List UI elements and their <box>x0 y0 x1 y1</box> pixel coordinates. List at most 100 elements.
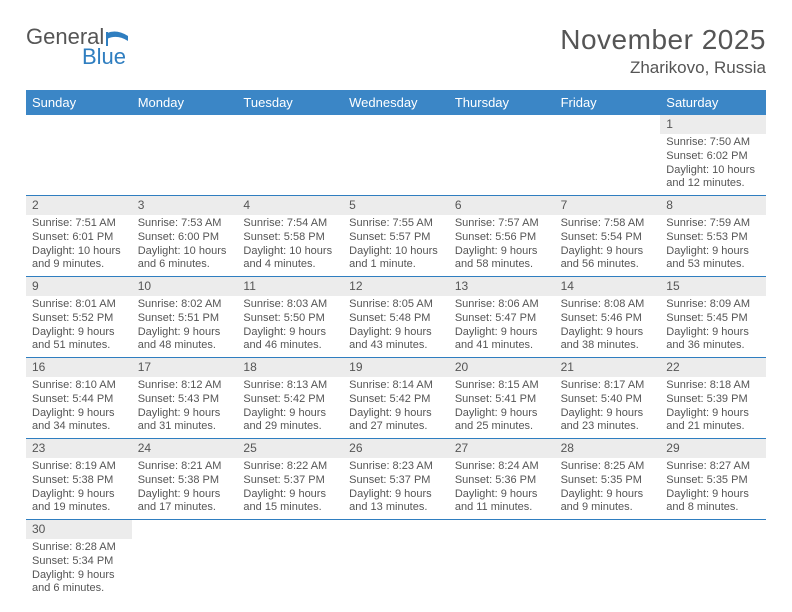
day-number: 28 <box>555 439 661 458</box>
sunset-text: Sunset: 5:50 PM <box>243 312 337 326</box>
calendar: SundayMondayTuesdayWednesdayThursdayFrid… <box>26 90 766 600</box>
sunrise-text: Sunrise: 8:21 AM <box>138 460 232 474</box>
daylight-text: Daylight: 9 hours and 19 minutes. <box>32 488 126 516</box>
daylight-text: Daylight: 9 hours and 56 minutes. <box>561 245 655 273</box>
sunrise-text: Sunrise: 8:28 AM <box>32 541 126 555</box>
calendar-day: 29 Sunrise: 8:27 AMSunset: 5:35 PMDayligh… <box>660 439 766 519</box>
sunrise-text: Sunrise: 7:58 AM <box>561 217 655 231</box>
sunset-text: Sunset: 5:35 PM <box>666 474 760 488</box>
day-header: Friday <box>555 90 661 115</box>
calendar-day: 17Sunrise: 8:12 AMSunset: 5:43 PMDayligh… <box>132 358 238 438</box>
sunrise-text: Sunrise: 7:57 AM <box>455 217 549 231</box>
calendar-day: 24Sunrise: 8:21 AMSunset: 5:38 PMDayligh… <box>132 439 238 519</box>
day-number: 18 <box>237 358 343 377</box>
calendar-day: 15Sunrise: 8:09 AMSunset: 5:45 PMDayligh… <box>660 277 766 357</box>
sunrise-text: Sunrise: 7:54 AM <box>243 217 337 231</box>
sunrise-text: Sunrise: 8:01 AM <box>32 298 126 312</box>
daylight-text: Daylight: 9 hours and 41 minutes. <box>455 326 549 354</box>
day-number: 4 <box>237 196 343 215</box>
day-number: 29 <box>660 439 766 458</box>
day-number: 13 <box>449 277 555 296</box>
daylight-text: Daylight: 9 hours and 36 minutes. <box>666 326 760 354</box>
daylight-text: Daylight: 10 hours and 6 minutes. <box>138 245 232 273</box>
day-header: Thursday <box>449 90 555 115</box>
sunrise-text: Sunrise: 8:06 AM <box>455 298 549 312</box>
sunset-text: Sunset: 5:58 PM <box>243 231 337 245</box>
daylight-text: Daylight: 9 hours and 17 minutes. <box>138 488 232 516</box>
day-number: 27 <box>449 439 555 458</box>
sunset-text: Sunset: 5:34 PM <box>32 555 126 569</box>
day-header: Saturday <box>660 90 766 115</box>
sunset-text: Sunset: 5:46 PM <box>561 312 655 326</box>
sunrise-text: Sunrise: 8:05 AM <box>349 298 443 312</box>
calendar-day: 8Sunrise: 7:59 AMSunset: 5:53 PMDaylight… <box>660 196 766 276</box>
sunrise-text: Sunrise: 8:24 AM <box>455 460 549 474</box>
day-number: 9 <box>26 277 132 296</box>
day-number: 8 <box>660 196 766 215</box>
calendar-day: 30Sunrise: 8:28 AMSunset: 5:34 PMDayligh… <box>26 520 132 600</box>
sunrise-text: Sunrise: 8:23 AM <box>349 460 443 474</box>
sunrise-text: Sunrise: 8:02 AM <box>138 298 232 312</box>
daylight-text: Daylight: 9 hours and 46 minutes. <box>243 326 337 354</box>
sunset-text: Sunset: 5:38 PM <box>138 474 232 488</box>
calendar-week: 23Sunrise: 8:19 AMSunset: 5:38 PMDayligh… <box>26 439 766 520</box>
calendar-week: 9 Sunrise: 8:01 AMSunset: 5:52 PM Daylight… <box>26 277 766 358</box>
sunset-text: Sunset: 5:38 PM <box>32 474 126 488</box>
calendar-day: 21Sunrise: 8:17 AMSunset: 5:40 PMDayligh… <box>555 358 661 438</box>
calendar-empty <box>343 115 449 195</box>
sunset-text: Sunset: 5:36 PM <box>455 474 549 488</box>
calendar-empty <box>237 115 343 195</box>
calendar-day: 25Sunrise: 8:22 AMSunset: 5:37 PMDayligh… <box>237 439 343 519</box>
calendar-day: 27 Sunrise: 8:24 AMSunset: 5:36 PMDayligh… <box>449 439 555 519</box>
calendar-empty <box>555 115 661 195</box>
sunrise-text: Sunrise: 8:14 AM <box>349 379 443 393</box>
calendar-day: 7Sunrise: 7:58 AMSunset: 5:54 PMDaylight… <box>555 196 661 276</box>
calendar-empty <box>449 520 555 600</box>
sunset-text: Sunset: 5:48 PM <box>349 312 443 326</box>
page-title: November 2025 <box>560 24 766 56</box>
daylight-text: Daylight: 9 hours and 15 minutes. <box>243 488 337 516</box>
calendar-day: 18Sunrise: 8:13 AMSunset: 5:42 PMDayligh… <box>237 358 343 438</box>
daylight-text: Daylight: 9 hours and 25 minutes. <box>455 407 549 435</box>
calendar-day: 10Sunrise: 8:02 AMSunset: 5:51 PMDayligh… <box>132 277 238 357</box>
calendar-day: 6Sunrise: 7:57 AMSunset: 5:56 PMDaylight… <box>449 196 555 276</box>
sunrise-text: Sunrise: 8:08 AM <box>561 298 655 312</box>
sunset-text: Sunset: 5:53 PM <box>666 231 760 245</box>
sunrise-text: Sunrise: 8:27 AM <box>666 460 760 474</box>
sunrise-text: Sunrise: 8:03 AM <box>243 298 337 312</box>
sunset-text: Sunset: 5:45 PM <box>666 312 760 326</box>
calendar-day: 28Sunrise: 8:25 AMSunset: 5:35 PMDayligh… <box>555 439 661 519</box>
calendar-day: 1Sunrise: 7:50 AMSunset: 6:02 PMDaylight… <box>660 115 766 195</box>
calendar-empty <box>343 520 449 600</box>
sunrise-text: Sunrise: 8:13 AM <box>243 379 337 393</box>
sunrise-text: Sunrise: 8:19 AM <box>32 460 126 474</box>
calendar-day: 19Sunrise: 8:14 AMSunset: 5:42 PMDayligh… <box>343 358 449 438</box>
daylight-text: Daylight: 9 hours and 27 minutes. <box>349 407 443 435</box>
sunrise-text: Sunrise: 8:18 AM <box>666 379 760 393</box>
daylight-text: Daylight: 10 hours and 1 minute. <box>349 245 443 273</box>
daylight-text: Daylight: 9 hours and 21 minutes. <box>666 407 760 435</box>
calendar-empty <box>660 520 766 600</box>
sunset-text: Sunset: 5:35 PM <box>561 474 655 488</box>
day-number: 25 <box>237 439 343 458</box>
day-header: Sunday <box>26 90 132 115</box>
daylight-text: Daylight: 9 hours and 11 minutes. <box>455 488 549 516</box>
sunrise-text: Sunrise: 8:10 AM <box>32 379 126 393</box>
daylight-text: Daylight: 9 hours and 31 minutes. <box>138 407 232 435</box>
sunset-text: Sunset: 5:43 PM <box>138 393 232 407</box>
sunset-text: Sunset: 5:47 PM <box>455 312 549 326</box>
sunset-text: Sunset: 6:00 PM <box>138 231 232 245</box>
daylight-text: Daylight: 9 hours and 34 minutes. <box>32 407 126 435</box>
sunset-text: Sunset: 5:52 PM <box>32 312 126 326</box>
calendar-day: 5Sunrise: 7:55 AMSunset: 5:57 PMDaylight… <box>343 196 449 276</box>
daylight-text: Daylight: 9 hours and 13 minutes. <box>349 488 443 516</box>
daylight-text: Daylight: 10 hours and 12 minutes. <box>666 164 760 192</box>
calendar-day: 13 Sunrise: 8:06 AMSunset: 5:47 PMDayligh… <box>449 277 555 357</box>
daylight-text: Daylight: 9 hours and 8 minutes. <box>666 488 760 516</box>
sunset-text: Sunset: 5:37 PM <box>243 474 337 488</box>
calendar-day: 22Sunrise: 8:18 AMSunset: 5:39 PMDayligh… <box>660 358 766 438</box>
sunrise-text: Sunrise: 7:53 AM <box>138 217 232 231</box>
daylight-text: Daylight: 9 hours and 53 minutes. <box>666 245 760 273</box>
day-header-row: SundayMondayTuesdayWednesdayThursdayFrid… <box>26 90 766 115</box>
calendar-week: 16Sunrise: 8:10 AMSunset: 5:44 PMDayligh… <box>26 358 766 439</box>
